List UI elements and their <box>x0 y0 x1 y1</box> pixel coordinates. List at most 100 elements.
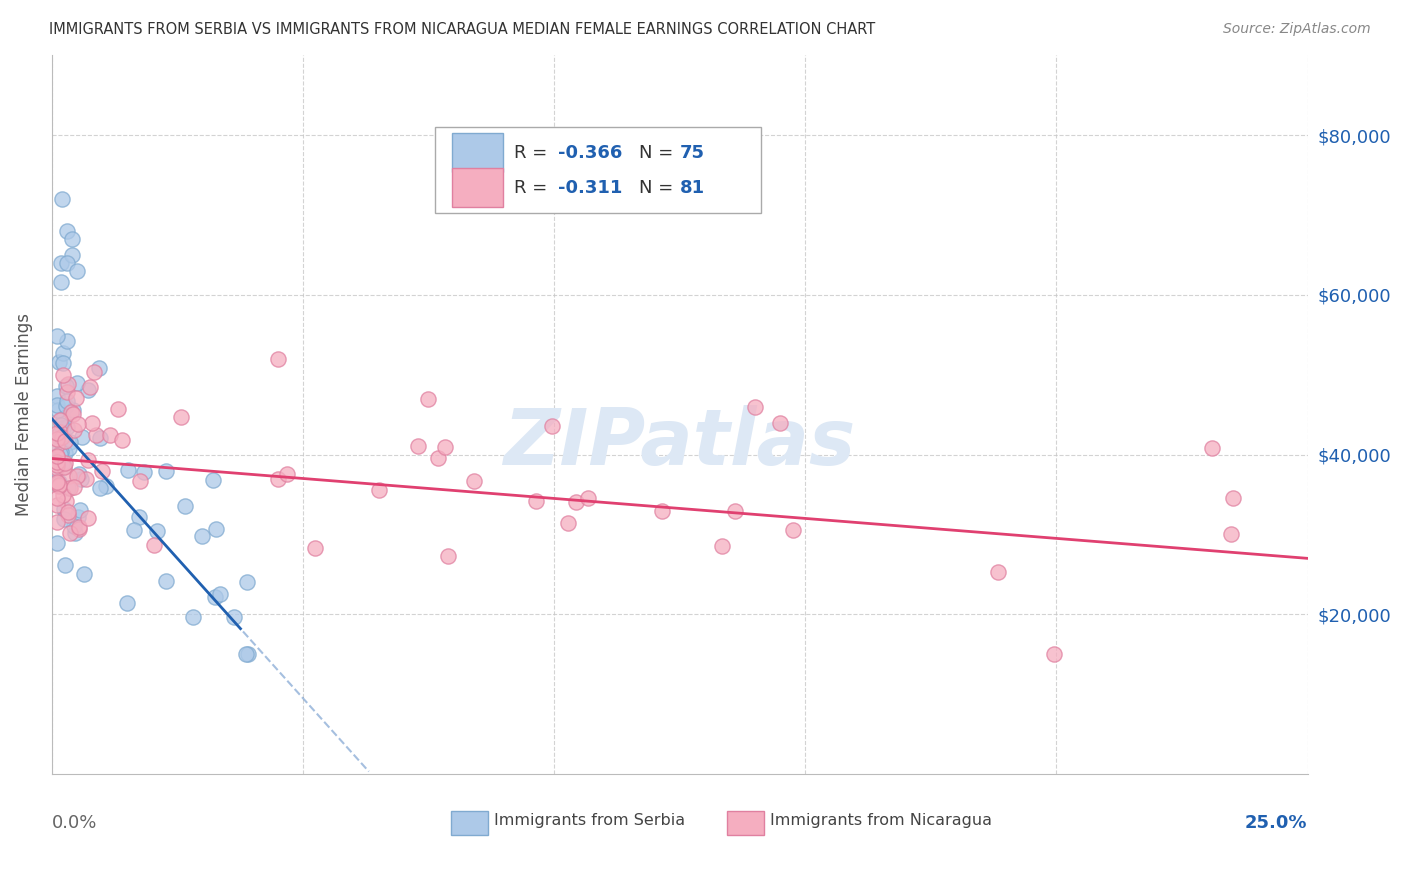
Point <box>46 329 69 343</box>
Point <box>769 416 792 430</box>
Point <box>91 465 114 479</box>
Point <box>987 566 1010 580</box>
Point <box>46 475 69 490</box>
Point <box>67 417 90 432</box>
Point <box>51 256 73 270</box>
Point <box>66 510 89 524</box>
Point <box>53 460 76 475</box>
Point <box>77 452 100 467</box>
Point <box>128 474 150 488</box>
Point <box>565 494 588 508</box>
Point <box>53 511 76 525</box>
Point <box>437 549 460 563</box>
Point <box>45 476 67 491</box>
Point <box>276 467 298 481</box>
Point <box>56 224 79 238</box>
Point <box>368 483 391 498</box>
Point <box>45 515 67 529</box>
Point <box>66 468 89 483</box>
Point <box>128 509 150 524</box>
Point <box>62 407 84 421</box>
Point <box>56 385 79 400</box>
Point <box>267 351 290 366</box>
Point <box>58 441 80 455</box>
Point <box>132 465 155 479</box>
Point <box>46 438 69 452</box>
Point <box>111 433 134 447</box>
FancyBboxPatch shape <box>453 133 502 172</box>
Point <box>48 413 70 427</box>
Point <box>201 473 224 487</box>
Point <box>155 464 177 478</box>
Point <box>52 421 75 435</box>
Point <box>651 504 673 518</box>
Point <box>45 450 67 464</box>
FancyBboxPatch shape <box>727 811 763 835</box>
Point <box>155 574 177 588</box>
Point <box>49 417 72 432</box>
Point <box>576 491 599 505</box>
Point <box>49 275 72 289</box>
Point <box>52 345 75 359</box>
Point <box>181 610 204 624</box>
FancyBboxPatch shape <box>451 811 488 835</box>
Point <box>541 418 564 433</box>
Point <box>59 481 82 495</box>
Point <box>45 461 67 475</box>
Point <box>70 430 93 444</box>
Text: 0.0%: 0.0% <box>52 814 97 831</box>
FancyBboxPatch shape <box>453 169 502 207</box>
Point <box>724 504 747 518</box>
Point <box>55 394 77 409</box>
Point <box>235 647 257 661</box>
Point <box>48 479 70 493</box>
Point <box>45 450 67 464</box>
Point <box>56 334 79 348</box>
Point <box>55 378 77 392</box>
Point <box>204 590 226 604</box>
Point <box>79 380 101 394</box>
Point <box>170 409 193 424</box>
Point <box>117 596 139 610</box>
Point <box>45 475 67 490</box>
Point <box>94 479 117 493</box>
Text: N =: N = <box>640 144 679 161</box>
Point <box>49 447 72 461</box>
Point <box>76 511 98 525</box>
Point <box>117 463 139 477</box>
Point <box>63 526 86 541</box>
Point <box>1201 441 1223 455</box>
Point <box>77 383 100 397</box>
Point <box>56 508 79 522</box>
Point <box>56 256 79 270</box>
Text: -0.366: -0.366 <box>558 144 623 161</box>
Point <box>46 427 69 442</box>
Point <box>45 458 67 473</box>
Point <box>51 430 73 444</box>
Point <box>45 535 67 549</box>
Point <box>406 439 429 453</box>
Point <box>710 539 733 553</box>
Point <box>75 472 97 486</box>
Point <box>174 500 197 514</box>
Point <box>60 248 83 262</box>
Point <box>56 505 79 519</box>
Point <box>1043 647 1066 661</box>
Point <box>190 529 212 543</box>
Point <box>62 403 84 417</box>
Point <box>48 355 70 369</box>
Point <box>45 436 67 450</box>
Point <box>51 410 73 425</box>
Point <box>56 377 79 392</box>
Point <box>1219 527 1241 541</box>
Point <box>238 647 260 661</box>
Point <box>63 423 86 437</box>
Point <box>59 526 82 541</box>
Point <box>73 567 96 582</box>
Point <box>45 398 67 412</box>
Point <box>45 491 67 505</box>
Point <box>98 427 121 442</box>
Point <box>55 420 77 434</box>
Point <box>49 425 72 439</box>
Text: -0.311: -0.311 <box>558 178 623 196</box>
